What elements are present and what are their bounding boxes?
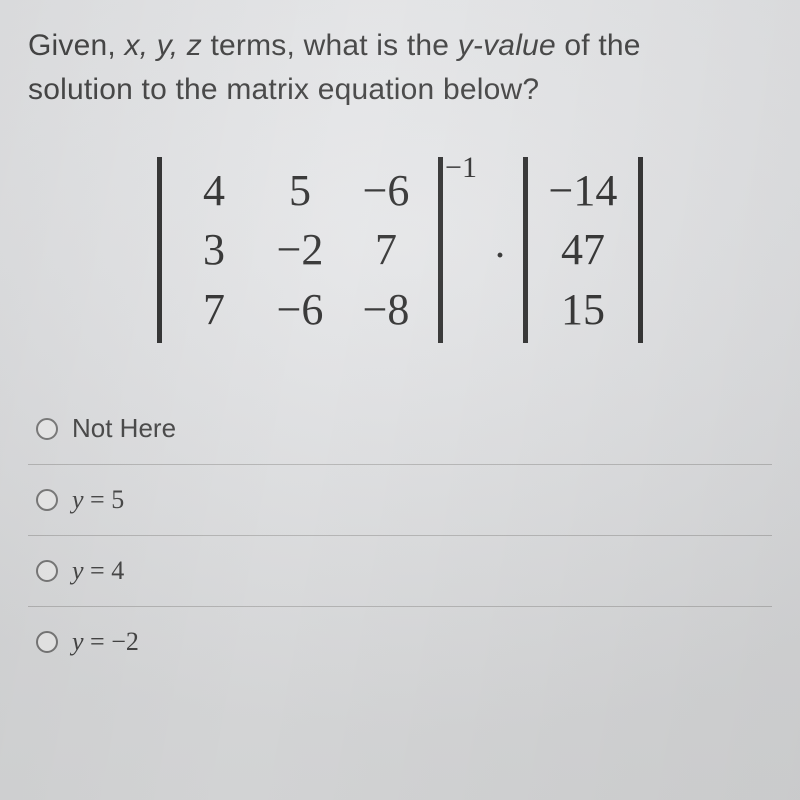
option-label: Not Here [72, 413, 176, 444]
option-rest: = −2 [84, 627, 139, 656]
table-row: −14 [537, 161, 629, 220]
matrix-cell: 7 [343, 220, 429, 279]
question-line1-mid: terms, what is the [202, 29, 458, 62]
matrix-cell: −6 [257, 280, 343, 339]
table-row: 4 5 −6 [171, 161, 429, 220]
dot-operator: · [495, 239, 505, 273]
question-text: Given, x, y, z terms, what is the y-valu… [28, 24, 772, 111]
matrix-cell: 4 [171, 161, 257, 220]
option-var: y [72, 627, 84, 656]
matrix-exponent: −1 [445, 151, 477, 185]
option-rest: = 5 [84, 485, 125, 514]
radio-icon [36, 631, 58, 653]
question-yvalue: y-value [458, 29, 556, 62]
option-var: y [72, 485, 84, 514]
question-line1-prefix: Given, [28, 29, 124, 62]
option-var: y [72, 556, 84, 585]
answer-option[interactable]: y = −2 [28, 607, 772, 677]
matrix-cell: 7 [171, 280, 257, 339]
option-label: y = 5 [72, 485, 124, 515]
matrix-cell: −6 [343, 161, 429, 220]
matrix-cell: −8 [343, 280, 429, 339]
matrix-cell: 5 [257, 161, 343, 220]
vector-b: −14 47 15 [523, 157, 643, 343]
option-label: y = −2 [72, 627, 139, 657]
question-vars: x, y, z [124, 29, 202, 62]
matrix-cell: 3 [171, 220, 257, 279]
answer-options: Not Here y = 5 y = 4 y = −2 [28, 393, 772, 677]
answer-option[interactable]: y = 4 [28, 536, 772, 607]
radio-icon [36, 418, 58, 440]
table-row: 3 −2 7 [171, 220, 429, 279]
matrix-cell: −14 [537, 161, 629, 220]
option-label: y = 4 [72, 556, 124, 586]
answer-option[interactable]: y = 5 [28, 465, 772, 536]
radio-icon [36, 560, 58, 582]
question-line2: solution to the matrix equation below? [28, 73, 539, 106]
option-rest: = 4 [84, 556, 125, 585]
table-row: 7 −6 −8 [171, 280, 429, 339]
matrix-A: 4 5 −6 3 −2 7 7 −6 −8 [157, 157, 443, 343]
table-row: 15 [537, 280, 629, 339]
table-row: 47 [537, 220, 629, 279]
matrix-cell: 15 [537, 280, 629, 339]
radio-icon [36, 489, 58, 511]
matrix-cell: −2 [257, 220, 343, 279]
question-line1-suffix: of the [556, 29, 641, 62]
matrix-equation: 4 5 −6 3 −2 7 7 −6 −8 −1 · −14 47 15 [28, 157, 772, 343]
matrix-cell: 47 [537, 220, 629, 279]
answer-option[interactable]: Not Here [28, 393, 772, 465]
